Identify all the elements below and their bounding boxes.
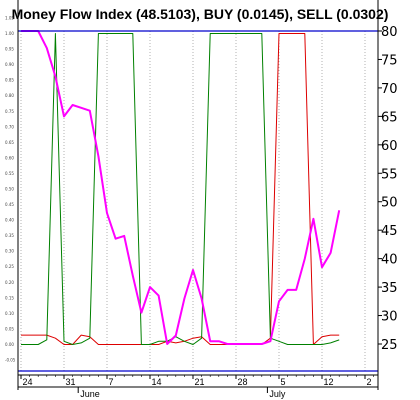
x-tick-label: 31	[66, 377, 76, 387]
left-tick-label: 0.10	[5, 311, 14, 316]
left-tick-label: 1.00	[5, 31, 14, 36]
left-tick-label: 0.00	[5, 342, 14, 347]
left-tick-label: 0.05	[5, 326, 14, 331]
right-axis-ticks: 80 75 70 65 60 55 50 45 40 35 30 25	[378, 25, 398, 353]
left-tick-label: 0.20	[5, 280, 14, 285]
left-tick-label: 0.15	[5, 295, 14, 300]
x-tick-label: 28	[238, 377, 248, 387]
right-tick-label: 55	[381, 167, 398, 182]
left-tick-label: 0.80	[5, 93, 14, 98]
month-label: July	[269, 389, 286, 399]
right-tick-label: 35	[381, 281, 398, 296]
right-tick-label: 75	[381, 53, 398, 68]
series-layer	[21, 30, 341, 345]
left-tick-label: 0.55	[5, 171, 14, 176]
plot-frame	[17, 0, 379, 390]
left-tick-label: 0.50	[5, 187, 14, 192]
left-axis-ticks: 1.05 1.00 0.95 0.90 0.85 0.80 0.75 0.70 0.65 0.60…	[5, 16, 16, 363]
left-tick-label: -0.05	[5, 358, 16, 363]
x-tick-label: 14	[152, 377, 162, 387]
right-tick-label: 45	[381, 224, 398, 239]
right-tick-label: 70	[381, 82, 398, 97]
left-tick-label: 0.90	[5, 62, 14, 67]
left-tick-label: 0.30	[5, 249, 14, 254]
left-tick-label: 0.45	[5, 202, 14, 207]
right-tick-label: 40	[381, 253, 398, 268]
right-tick-label: 60	[381, 139, 398, 154]
left-tick-label: 0.65	[5, 140, 14, 145]
right-tick-label: 30	[381, 310, 398, 325]
right-tick-label: 80	[381, 25, 398, 40]
x-tick-label: 24	[23, 377, 33, 387]
x-tick-label: 2	[367, 377, 372, 387]
mfi-series-line	[21, 30, 341, 345]
month-label: June	[80, 389, 100, 399]
x-tick-label: 5	[281, 377, 286, 387]
left-tick-label: 0.70	[5, 124, 14, 129]
sell-series-line	[21, 33, 340, 345]
left-tick-label: 0.85	[5, 78, 14, 83]
x-tick-label: 12	[324, 377, 334, 387]
right-tick-label: 50	[381, 196, 398, 211]
left-tick-label: 0.40	[5, 218, 14, 223]
left-tick-label: 0.35	[5, 233, 14, 238]
x-tick-label: 21	[195, 377, 205, 387]
x-tick-label: 7	[109, 377, 114, 387]
left-tick-label: 1.05	[5, 16, 14, 21]
left-tick-label: 0.75	[5, 109, 14, 114]
right-tick-label: 65	[381, 110, 398, 125]
left-tick-label: 0.95	[5, 47, 14, 52]
left-tick-label: 0.25	[5, 264, 14, 269]
chart-title: Money Flow Index (48.5103), BUY (0.0145)…	[12, 6, 389, 22]
buy-series-line	[21, 33, 340, 345]
left-tick-label: 0.60	[5, 155, 14, 160]
right-tick-label: 25	[381, 338, 398, 353]
x-axis-ticks: 24 31 7 14 21 28 5 12 2 June July	[20, 375, 374, 399]
